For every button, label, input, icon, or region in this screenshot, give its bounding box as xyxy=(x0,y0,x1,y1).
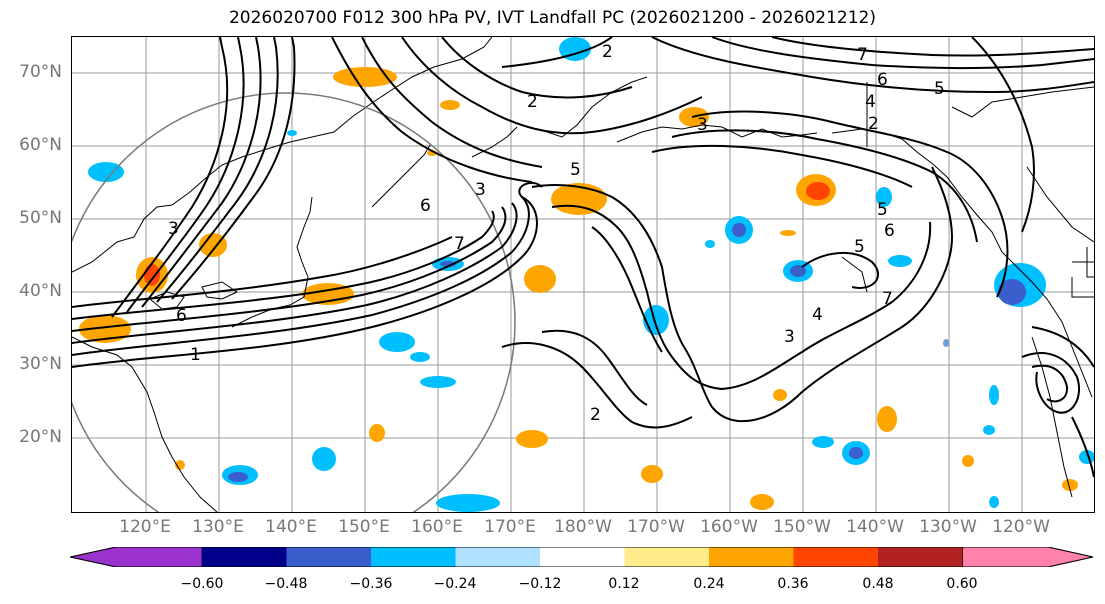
lon-label-140e: 140°E xyxy=(265,517,317,537)
contour-label: 5 xyxy=(877,200,888,220)
lon-label-180w: 180°W xyxy=(554,517,612,537)
colorbar-tick: −0.36 xyxy=(349,576,393,592)
contour-label: 5 xyxy=(570,160,581,180)
lon-label-130e: 130°E xyxy=(192,517,244,537)
colorbar-tick: 0.36 xyxy=(777,576,809,592)
lon-label-120w: 120°W xyxy=(992,517,1050,537)
contour-label: 6 xyxy=(877,70,888,90)
contour-label: 2 xyxy=(868,114,879,134)
contour-label: 5 xyxy=(854,237,865,257)
contour-label: 2 xyxy=(590,405,601,425)
colorbar-tick: −0.48 xyxy=(264,576,308,592)
contour-label: 6 xyxy=(420,196,431,216)
lon-label-130w: 130°W xyxy=(919,517,977,537)
contour-label: 2 xyxy=(527,92,538,112)
colorbar-tick: −0.60 xyxy=(180,576,224,592)
colorbar xyxy=(70,547,1094,567)
colorbar-segment xyxy=(286,547,371,567)
colorbar-segment xyxy=(624,547,709,567)
lat-label-60n: 60°N xyxy=(19,135,62,155)
lon-label-120e: 120°E xyxy=(119,517,171,537)
colorbar-segment xyxy=(455,547,540,567)
colorbar-tick: −0.12 xyxy=(518,576,562,592)
contour-labels: 1 2 2 2 2 3 3 3 3 4 4 5 5 5 5 6 6 6 6 7 … xyxy=(168,42,945,425)
contour-label: 3 xyxy=(475,180,486,200)
lat-label-70n: 70°N xyxy=(19,62,62,82)
lat-label-40n: 40°N xyxy=(19,281,62,301)
colorbar-segment xyxy=(709,547,794,567)
great-circle-boundary xyxy=(72,92,516,512)
contour-label: 4 xyxy=(812,305,823,325)
contour-label: 6 xyxy=(176,306,187,326)
contour-label: 3 xyxy=(168,219,179,239)
colorbar-segment xyxy=(962,547,1094,567)
contour-label: 4 xyxy=(865,92,876,112)
contour-label: 1 xyxy=(190,345,201,365)
colorbar-segment xyxy=(878,547,963,567)
map-panel: 1 2 2 2 2 3 3 3 3 4 4 5 5 5 5 6 6 6 6 7 … xyxy=(71,36,1095,513)
lat-label-30n: 30°N xyxy=(19,354,62,374)
contour-label: 7 xyxy=(882,289,893,309)
contour-label: 7 xyxy=(857,45,868,65)
contour-label: 2 xyxy=(602,42,613,62)
contour-label: 7 xyxy=(454,234,465,254)
colorbar-tick: 0.12 xyxy=(608,576,640,592)
contour-label: 5 xyxy=(934,79,945,99)
lat-label-50n: 50°N xyxy=(19,208,62,228)
lon-label-150e: 150°E xyxy=(338,517,390,537)
contour-label: 3 xyxy=(697,115,708,135)
map-canvas: 1 2 2 2 2 3 3 3 3 4 4 5 5 5 5 6 6 6 6 7 … xyxy=(72,37,1094,512)
lon-label-170w: 170°W xyxy=(627,517,685,537)
ivt-anomaly-fills xyxy=(79,37,1094,512)
colorbar-segment xyxy=(540,547,625,567)
colorbar-tick: 0.48 xyxy=(862,576,894,592)
lon-label-170e: 170°E xyxy=(484,517,536,537)
contour-label: 6 xyxy=(884,221,895,241)
colorbar-tick: 0.24 xyxy=(693,576,725,592)
colorbar-tick: −0.24 xyxy=(433,576,477,592)
graticule xyxy=(72,37,1094,512)
lon-label-140w: 140°W xyxy=(846,517,904,537)
pv-contours xyxy=(72,37,1094,478)
contour-label: 3 xyxy=(784,327,795,347)
colorbar-segment xyxy=(793,547,878,567)
lat-label-20n: 20°N xyxy=(19,427,62,447)
lon-label-160e: 160°E xyxy=(411,517,463,537)
lon-label-160w: 160°W xyxy=(700,517,758,537)
colorbar-segment xyxy=(371,547,456,567)
map-title: 2026020700 F012 300 hPa PV, IVT Landfall… xyxy=(228,8,876,28)
lon-label-150w: 150°W xyxy=(773,517,831,537)
colorbar-segment xyxy=(70,547,203,567)
colorbar-tick: 0.60 xyxy=(946,576,978,592)
colorbar-segment xyxy=(202,547,287,567)
